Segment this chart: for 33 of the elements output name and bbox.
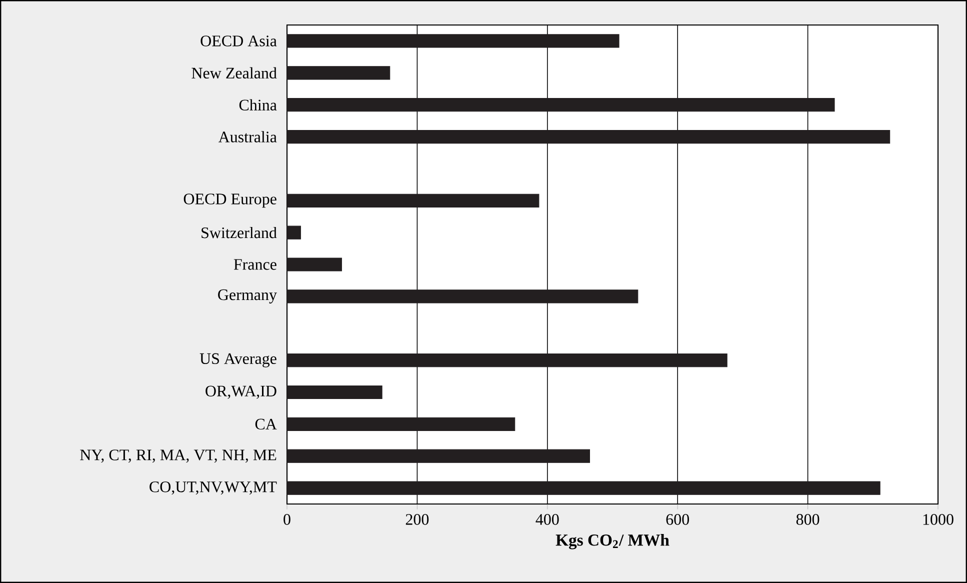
bar	[286, 34, 620, 48]
y-tick-label: CO,UT,NV,WY,MT	[150, 482, 277, 495]
y-tick-label: CA	[255, 418, 277, 430]
bar	[286, 258, 342, 272]
bar	[286, 98, 835, 112]
bar	[286, 417, 516, 431]
y-tick-label: France	[234, 259, 276, 270]
bar	[286, 226, 301, 240]
y-tick-label: OECD Asia	[200, 36, 277, 46]
y-tick-label: Australia	[218, 131, 277, 142]
x-tick-label: 400	[536, 514, 559, 525]
y-tick-label: Germany	[218, 289, 277, 304]
y-tick-label: New Zealand	[192, 67, 277, 79]
x-tick-label: 200	[406, 514, 429, 525]
bar	[286, 449, 590, 463]
text: Kgs CO$_{2}$/ MWh	[556, 534, 670, 550]
bar	[286, 130, 890, 144]
bar	[286, 481, 880, 495]
bar	[286, 194, 540, 208]
y-tick-label: OECD Europe	[184, 194, 276, 208]
y-tick-label: OR,WA,ID	[206, 386, 276, 399]
x-tick-label: 0	[284, 514, 290, 525]
x-tick-label: 800	[796, 514, 820, 525]
y-tick-label: Switzerland	[202, 226, 277, 238]
bar	[286, 354, 728, 368]
y-tick-label: China	[239, 99, 277, 110]
y-tick-label: NY, CT, RI, MA, VT, NH, ME	[80, 450, 276, 463]
x-tick-label: 1000	[923, 514, 954, 525]
x-tick-label: 600	[666, 514, 689, 525]
bar	[286, 385, 382, 400]
bar	[286, 290, 638, 304]
y-tick-label: US Average	[200, 353, 276, 368]
bar	[286, 66, 390, 80]
